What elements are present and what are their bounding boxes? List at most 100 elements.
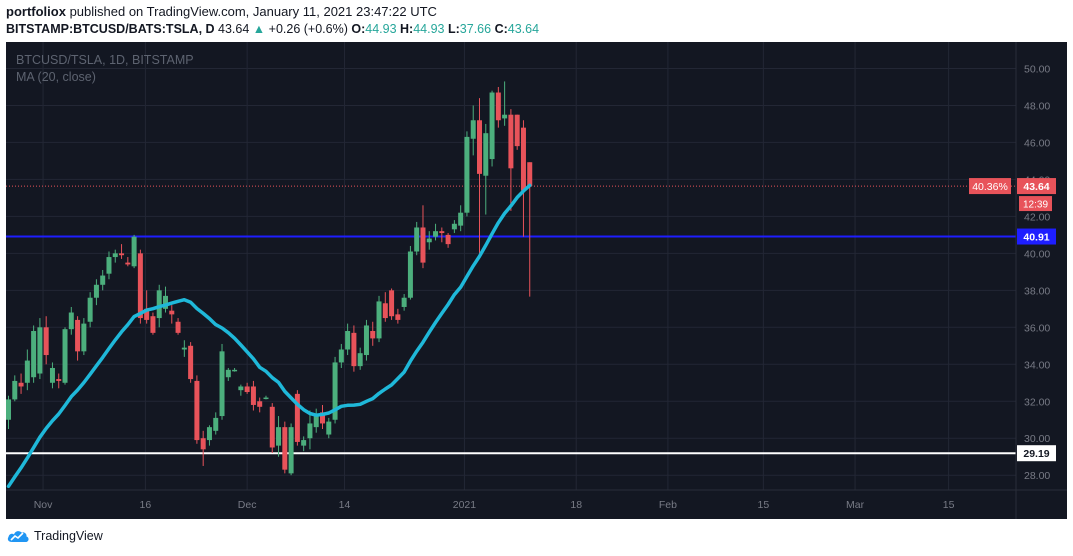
percent-box xyxy=(969,178,1011,195)
candle-body xyxy=(75,319,81,352)
level-price-box xyxy=(1017,228,1056,245)
y-tick-label: 34.00 xyxy=(1024,359,1050,371)
candle-body xyxy=(112,253,118,258)
author-name[interactable]: portfoliox xyxy=(6,4,66,19)
chart-background xyxy=(6,42,1067,519)
candle-body xyxy=(163,295,168,309)
low-value: 37.66 xyxy=(459,22,492,36)
candle-body xyxy=(18,382,24,387)
candle-body xyxy=(307,423,313,439)
candle-body xyxy=(508,114,514,169)
candle-body xyxy=(156,290,162,319)
y-tick-label: 30.00 xyxy=(1024,433,1050,445)
candle-body xyxy=(37,327,43,374)
candle-body xyxy=(49,367,55,383)
close-value: 43.64 xyxy=(507,22,540,36)
candle-body xyxy=(238,386,244,391)
candle-body xyxy=(527,162,533,187)
candle-body xyxy=(175,321,181,333)
candle-body xyxy=(294,393,300,442)
candle-body xyxy=(401,297,407,307)
candle-body xyxy=(244,386,250,393)
candle-body xyxy=(219,351,225,417)
candle-body xyxy=(301,440,307,446)
low-label: L: xyxy=(447,22,460,36)
y-tick-label: 50.00 xyxy=(1024,63,1050,75)
moving-average-line xyxy=(6,183,532,489)
y-tick-label: 40.00 xyxy=(1024,248,1050,260)
candle-body xyxy=(6,399,11,420)
x-tick-label: Feb xyxy=(659,499,677,511)
candle-body xyxy=(382,303,388,319)
candle-body xyxy=(514,114,520,147)
candle-body xyxy=(276,427,282,446)
y-tick-label: 28.00 xyxy=(1024,470,1050,482)
level-price-box xyxy=(1017,445,1056,462)
level-price-label: 29.19 xyxy=(1023,448,1049,460)
candle-body xyxy=(464,136,470,213)
candles-series xyxy=(6,81,533,476)
candle-body xyxy=(376,301,382,339)
x-tick-label: Mar xyxy=(846,499,865,511)
candle-body xyxy=(257,401,263,407)
candle-body xyxy=(426,238,432,243)
candle-body xyxy=(56,379,62,381)
time-axis[interactable]: Nov 16 Dec 14 2021 18 Feb 15 Mar 15 xyxy=(34,499,955,511)
y-tick-label: 36.00 xyxy=(1024,322,1050,334)
candle-body xyxy=(489,92,495,160)
up-arrow-icon: ▲ xyxy=(252,22,266,36)
indicator-label[interactable]: MA (20, close) xyxy=(16,70,96,84)
candle-body xyxy=(62,329,68,383)
candle-body xyxy=(470,120,476,139)
candle-body xyxy=(263,397,269,400)
grid-lines xyxy=(6,42,1016,490)
price-labels: 40.91 29.19 40.36% 43.64 12:39 xyxy=(969,178,1056,462)
candle-body xyxy=(445,234,451,245)
candle-body xyxy=(232,369,238,372)
candle-body xyxy=(125,262,131,265)
chart-overlay-title: BTCUSD/TSLA, 1D, BITSTAMP xyxy=(16,53,194,67)
candle-body xyxy=(181,347,187,350)
candle-body xyxy=(100,275,106,285)
publish-header: portfoliox published on TradingView.com,… xyxy=(6,4,437,19)
candle-body xyxy=(288,427,294,474)
x-tick-label: 2021 xyxy=(453,499,477,511)
candle-body xyxy=(200,438,206,450)
candle-body xyxy=(370,331,376,339)
candle-body xyxy=(144,308,150,320)
candlestick-chart[interactable]: 28.00 30.00 32.00 34.00 36.00 38.00 40.00 42.00… xyxy=(6,42,1067,519)
published-text: published on TradingView.com, January 11… xyxy=(69,4,437,19)
candle-body xyxy=(119,253,125,256)
open-label: O: xyxy=(351,22,366,36)
symbol-name: BITSTAMP:BTCUSD/BATS:TSLA, D xyxy=(6,22,215,36)
open-value: 44.93 xyxy=(365,22,397,36)
close-label: C: xyxy=(494,22,508,36)
price-axis[interactable]: 28.00 30.00 32.00 34.00 36.00 38.00 40.00 42.00… xyxy=(1024,63,1050,482)
candle-body xyxy=(313,414,319,428)
candle-body xyxy=(520,127,526,191)
candle-body xyxy=(93,284,99,298)
countdown-label: 12:39 xyxy=(1023,200,1048,211)
y-tick-label: 48.00 xyxy=(1024,100,1050,112)
countdown-box xyxy=(1019,196,1052,212)
y-tick-label: 38.00 xyxy=(1024,285,1050,297)
candle-body xyxy=(225,369,231,378)
tradingview-cloud-icon[interactable] xyxy=(6,528,30,544)
chart-area[interactable]: 28.00 30.00 32.00 34.00 36.00 38.00 40.00 42.00… xyxy=(6,42,1067,519)
candle-body xyxy=(137,253,143,319)
candle-body xyxy=(188,345,194,380)
candle-body xyxy=(495,92,501,121)
candle-body xyxy=(131,236,137,267)
candle-body xyxy=(345,331,351,350)
candle-body xyxy=(68,312,74,330)
x-tick-label: Nov xyxy=(34,499,53,511)
footer: TradingView xyxy=(6,528,103,544)
candle-body xyxy=(269,406,275,448)
candle-body xyxy=(326,421,332,435)
x-tick-label: 18 xyxy=(570,499,582,511)
candle-body xyxy=(363,325,369,356)
candle-body xyxy=(420,227,426,263)
candle-body xyxy=(357,353,363,367)
tradingview-logo-text[interactable]: TradingView xyxy=(34,529,103,543)
x-tick-label: 15 xyxy=(943,499,955,511)
